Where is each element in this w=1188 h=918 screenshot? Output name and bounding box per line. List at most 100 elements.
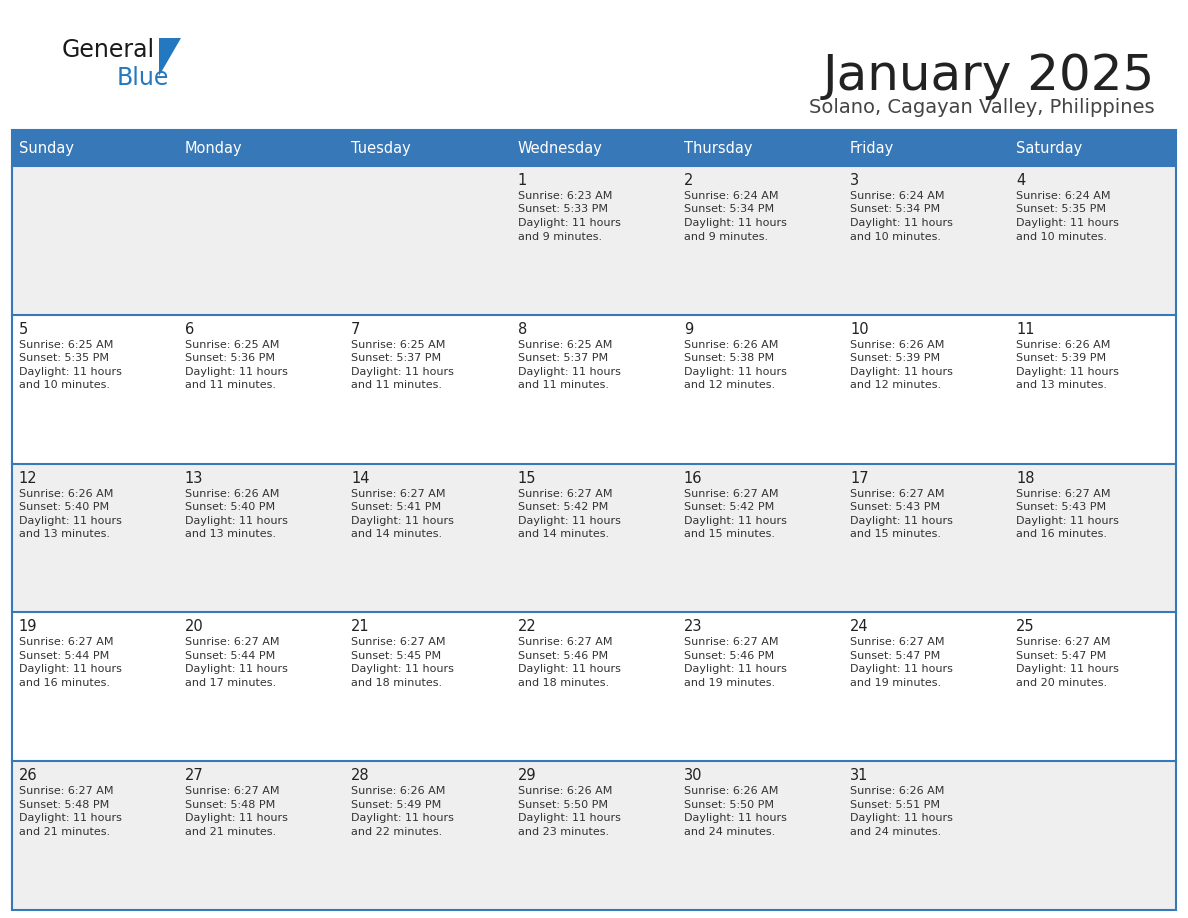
Text: Daylight: 11 hours: Daylight: 11 hours: [19, 813, 121, 823]
Text: Daylight: 11 hours: Daylight: 11 hours: [185, 813, 287, 823]
Text: 3: 3: [851, 173, 859, 188]
Text: Daylight: 11 hours: Daylight: 11 hours: [19, 516, 121, 526]
Text: Sunset: 5:35 PM: Sunset: 5:35 PM: [1017, 205, 1106, 215]
Text: Daylight: 11 hours: Daylight: 11 hours: [352, 516, 454, 526]
Bar: [843, 130, 1010, 166]
Text: Daylight: 11 hours: Daylight: 11 hours: [518, 367, 620, 376]
Text: Sunset: 5:42 PM: Sunset: 5:42 PM: [684, 502, 775, 512]
Bar: [12, 464, 1176, 612]
Text: Sunrise: 6:27 AM: Sunrise: 6:27 AM: [185, 786, 279, 796]
Text: 4: 4: [1017, 173, 1025, 188]
Text: Sunrise: 6:26 AM: Sunrise: 6:26 AM: [851, 340, 944, 350]
Text: Sunset: 5:41 PM: Sunset: 5:41 PM: [352, 502, 442, 512]
Text: Daylight: 11 hours: Daylight: 11 hours: [851, 665, 953, 675]
Text: Sunrise: 6:25 AM: Sunrise: 6:25 AM: [352, 340, 446, 350]
Text: and 11 minutes.: and 11 minutes.: [185, 380, 276, 390]
Text: Sunrise: 6:27 AM: Sunrise: 6:27 AM: [19, 786, 113, 796]
Text: 2: 2: [684, 173, 693, 188]
Text: Daylight: 11 hours: Daylight: 11 hours: [1017, 516, 1119, 526]
Text: and 18 minutes.: and 18 minutes.: [352, 677, 442, 688]
Text: Sunrise: 6:27 AM: Sunrise: 6:27 AM: [185, 637, 279, 647]
Text: Sunrise: 6:27 AM: Sunrise: 6:27 AM: [352, 637, 446, 647]
Text: Sunrise: 6:26 AM: Sunrise: 6:26 AM: [684, 786, 778, 796]
Text: and 19 minutes.: and 19 minutes.: [684, 677, 775, 688]
Text: 19: 19: [19, 620, 37, 634]
Text: January 2025: January 2025: [823, 52, 1155, 100]
Text: Daylight: 11 hours: Daylight: 11 hours: [684, 516, 786, 526]
Text: 27: 27: [185, 768, 203, 783]
Text: and 16 minutes.: and 16 minutes.: [19, 677, 109, 688]
Bar: [12, 761, 1176, 910]
Text: Sunrise: 6:27 AM: Sunrise: 6:27 AM: [851, 637, 944, 647]
Text: Sunrise: 6:27 AM: Sunrise: 6:27 AM: [684, 488, 778, 498]
Text: and 11 minutes.: and 11 minutes.: [352, 380, 442, 390]
Text: Daylight: 11 hours: Daylight: 11 hours: [851, 516, 953, 526]
Text: Sunset: 5:50 PM: Sunset: 5:50 PM: [684, 800, 773, 810]
Text: Sunset: 5:38 PM: Sunset: 5:38 PM: [684, 353, 773, 364]
Text: Daylight: 11 hours: Daylight: 11 hours: [352, 813, 454, 823]
Text: 28: 28: [352, 768, 369, 783]
Text: Daylight: 11 hours: Daylight: 11 hours: [684, 367, 786, 376]
Text: Sunrise: 6:26 AM: Sunrise: 6:26 AM: [185, 488, 279, 498]
Text: and 10 minutes.: and 10 minutes.: [19, 380, 109, 390]
Text: and 21 minutes.: and 21 minutes.: [19, 827, 109, 836]
Text: Sunset: 5:44 PM: Sunset: 5:44 PM: [19, 651, 109, 661]
Text: Daylight: 11 hours: Daylight: 11 hours: [19, 665, 121, 675]
Text: 10: 10: [851, 322, 868, 337]
Text: and 9 minutes.: and 9 minutes.: [684, 231, 767, 241]
Text: Sunset: 5:39 PM: Sunset: 5:39 PM: [1017, 353, 1106, 364]
Text: Sunrise: 6:27 AM: Sunrise: 6:27 AM: [518, 488, 612, 498]
Text: Sunset: 5:46 PM: Sunset: 5:46 PM: [684, 651, 773, 661]
Text: 12: 12: [19, 471, 37, 486]
Text: 17: 17: [851, 471, 868, 486]
Text: Sunrise: 6:27 AM: Sunrise: 6:27 AM: [352, 488, 446, 498]
Text: Sunset: 5:43 PM: Sunset: 5:43 PM: [851, 502, 940, 512]
Text: Sunset: 5:43 PM: Sunset: 5:43 PM: [1017, 502, 1106, 512]
Text: 15: 15: [518, 471, 536, 486]
Text: Daylight: 11 hours: Daylight: 11 hours: [352, 367, 454, 376]
Text: Daylight: 11 hours: Daylight: 11 hours: [851, 367, 953, 376]
Text: Sunset: 5:48 PM: Sunset: 5:48 PM: [19, 800, 109, 810]
Text: 9: 9: [684, 322, 693, 337]
Text: 14: 14: [352, 471, 369, 486]
Text: and 22 minutes.: and 22 minutes.: [352, 827, 442, 836]
Text: Thursday: Thursday: [684, 140, 752, 155]
Text: and 23 minutes.: and 23 minutes.: [518, 827, 608, 836]
Text: 8: 8: [518, 322, 526, 337]
Bar: [12, 315, 1176, 464]
Text: Daylight: 11 hours: Daylight: 11 hours: [518, 665, 620, 675]
Text: Solano, Cagayan Valley, Philippines: Solano, Cagayan Valley, Philippines: [809, 98, 1155, 117]
Text: and 14 minutes.: and 14 minutes.: [352, 529, 442, 539]
Text: Sunrise: 6:23 AM: Sunrise: 6:23 AM: [518, 191, 612, 201]
Text: Sunset: 5:48 PM: Sunset: 5:48 PM: [185, 800, 276, 810]
Text: Daylight: 11 hours: Daylight: 11 hours: [518, 813, 620, 823]
Text: Daylight: 11 hours: Daylight: 11 hours: [1017, 665, 1119, 675]
Text: Daylight: 11 hours: Daylight: 11 hours: [518, 218, 620, 228]
Text: and 13 minutes.: and 13 minutes.: [185, 529, 276, 539]
Text: Sunrise: 6:26 AM: Sunrise: 6:26 AM: [19, 488, 113, 498]
Text: 21: 21: [352, 620, 369, 634]
Text: Sunset: 5:34 PM: Sunset: 5:34 PM: [684, 205, 773, 215]
Text: and 15 minutes.: and 15 minutes.: [684, 529, 775, 539]
Text: Sunrise: 6:27 AM: Sunrise: 6:27 AM: [1017, 488, 1111, 498]
Text: Sunrise: 6:27 AM: Sunrise: 6:27 AM: [684, 637, 778, 647]
Bar: [12, 166, 1176, 315]
Text: Sunrise: 6:25 AM: Sunrise: 6:25 AM: [185, 340, 279, 350]
Text: Sunrise: 6:24 AM: Sunrise: 6:24 AM: [684, 191, 778, 201]
Text: Daylight: 11 hours: Daylight: 11 hours: [185, 367, 287, 376]
Text: and 11 minutes.: and 11 minutes.: [518, 380, 608, 390]
Text: and 17 minutes.: and 17 minutes.: [185, 677, 276, 688]
Text: Sunrise: 6:26 AM: Sunrise: 6:26 AM: [352, 786, 446, 796]
Text: 5: 5: [19, 322, 27, 337]
Text: Friday: Friday: [851, 140, 895, 155]
Text: 23: 23: [684, 620, 702, 634]
Text: Sunrise: 6:25 AM: Sunrise: 6:25 AM: [518, 340, 612, 350]
Text: Sunrise: 6:26 AM: Sunrise: 6:26 AM: [518, 786, 612, 796]
Text: 29: 29: [518, 768, 536, 783]
Text: Sunset: 5:51 PM: Sunset: 5:51 PM: [851, 800, 940, 810]
Text: Daylight: 11 hours: Daylight: 11 hours: [352, 665, 454, 675]
Text: 20: 20: [185, 620, 203, 634]
Bar: [677, 130, 843, 166]
Text: Sunset: 5:37 PM: Sunset: 5:37 PM: [352, 353, 442, 364]
Text: Sunset: 5:33 PM: Sunset: 5:33 PM: [518, 205, 607, 215]
